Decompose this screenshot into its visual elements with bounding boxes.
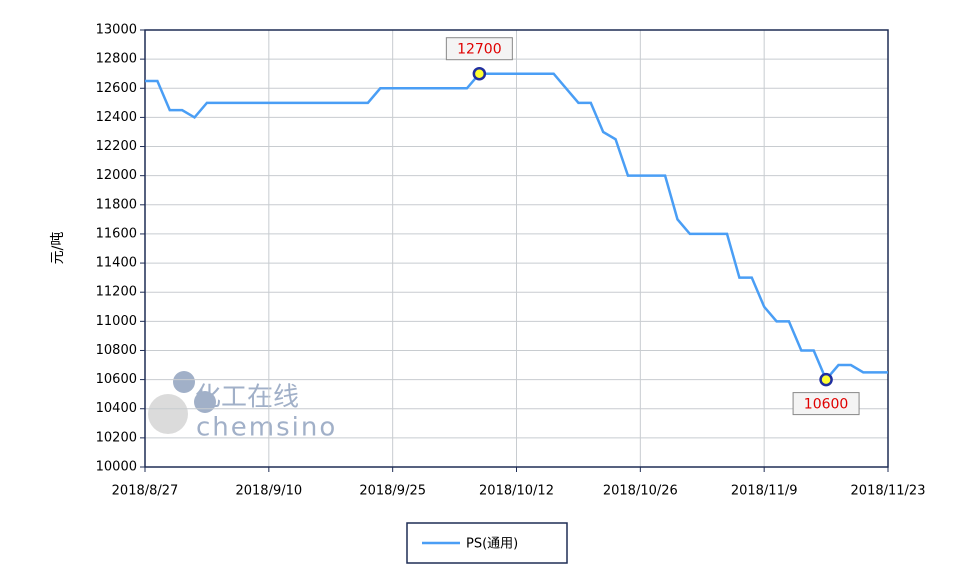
watermark: 化工在线 chemsino	[148, 371, 335, 443]
y-tick-label: 11800	[96, 197, 137, 212]
highlight-point	[819, 372, 833, 387]
x-tick-label: 2018/10/26	[603, 484, 678, 499]
highlight-point	[472, 66, 487, 81]
y-tick-label: 11400	[96, 256, 137, 271]
y-axis-label: 元/吨	[50, 232, 66, 265]
x-tick-label: 2018/9/10	[235, 484, 302, 499]
highlight-label-box	[792, 392, 860, 416]
highlight-label: 12700	[457, 42, 502, 58]
y-tick-label: 10800	[96, 343, 137, 358]
y-tick-label: 13000	[96, 23, 137, 38]
x-tick-label: 2018/8/27	[112, 484, 179, 499]
x-tick-label: 2018/11/9	[731, 484, 798, 499]
watermark-logo	[148, 394, 188, 434]
y-tick-label: 12000	[96, 168, 137, 183]
y-tick-label: 11600	[96, 226, 137, 241]
x-tick-label: 2018/9/25	[359, 484, 426, 499]
y-tick-label: 10600	[96, 372, 137, 387]
highlight-label: 10600	[804, 397, 849, 413]
y-tick-label: 11000	[96, 314, 137, 329]
y-tick-label: 12600	[96, 81, 137, 96]
plot-frame	[144, 29, 889, 468]
y-tick-label: 10200	[96, 430, 137, 445]
watermark-logo	[194, 391, 216, 413]
x-tick-label: 2018/10/12	[479, 484, 554, 499]
y-tick-label: 12400	[96, 110, 137, 125]
x-tick-label: 2018/11/23	[851, 484, 926, 499]
series-line	[145, 72, 888, 382]
y-tick-label: 10400	[96, 401, 137, 416]
legend-label: PS(通用)	[466, 537, 518, 552]
y-tick-label: 12800	[96, 52, 137, 67]
y-tick-label: 10000	[96, 460, 137, 475]
watermark-cn: 化工在线	[195, 383, 299, 413]
y-tick-label: 11200	[96, 285, 137, 300]
watermark-logo	[173, 371, 195, 393]
y-tick-label: 12200	[96, 139, 137, 154]
highlight-label-box	[445, 37, 513, 61]
